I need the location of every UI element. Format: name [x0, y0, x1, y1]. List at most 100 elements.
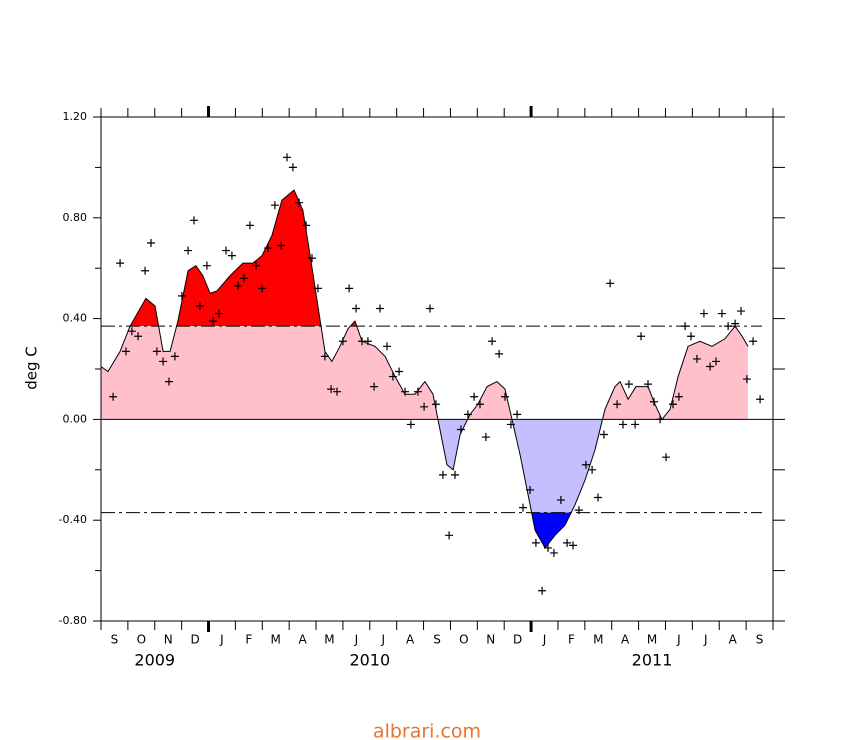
point: [240, 274, 249, 283]
area-fill-warm: [101, 326, 749, 420]
x-tick-label: A: [406, 633, 415, 647]
point: [146, 239, 155, 247]
point: [252, 261, 261, 270]
x-tick-label: D: [190, 633, 199, 647]
x-tick-label: A: [298, 633, 307, 647]
point: [692, 354, 701, 363]
point: [588, 465, 597, 474]
point: [662, 453, 671, 462]
point: [121, 347, 130, 356]
area-fill-strong-cool: [531, 512, 572, 548]
point: [619, 420, 628, 429]
y-axis-label: deg C: [23, 346, 41, 390]
point: [338, 337, 347, 346]
point: [581, 460, 590, 469]
point: [431, 400, 440, 409]
point: [127, 327, 136, 336]
point: [544, 543, 553, 552]
point: [159, 357, 168, 366]
point: [506, 420, 515, 429]
point: [395, 367, 404, 376]
point: [152, 347, 161, 356]
point: [470, 392, 479, 401]
point: [526, 485, 535, 494]
point: [699, 309, 708, 318]
x-tick-label: A: [621, 633, 630, 647]
point: [170, 352, 179, 361]
point: [594, 493, 603, 502]
point: [376, 304, 385, 313]
point: [574, 506, 583, 515]
point: [295, 198, 304, 207]
y-tick-label: -0.80: [59, 614, 87, 627]
point: [513, 410, 522, 419]
point: [706, 362, 715, 371]
x-tick-label: M: [271, 633, 281, 647]
year-label: 2010: [349, 651, 390, 670]
area-fill-strong-warm: [130, 190, 736, 327]
point: [749, 337, 758, 346]
x-tick-label: S: [111, 633, 119, 647]
point: [687, 332, 696, 341]
point: [556, 496, 565, 505]
point: [320, 352, 329, 361]
point: [756, 395, 765, 404]
x-tick-label: N: [486, 633, 495, 647]
point: [401, 387, 410, 396]
point: [177, 291, 186, 300]
area-fill-cool: [101, 419, 749, 513]
point: [563, 538, 572, 547]
y-tick-label: 0.40: [63, 312, 88, 325]
point: [463, 410, 472, 419]
point: [538, 586, 547, 595]
point: [488, 337, 497, 346]
x-tick-label: J: [703, 633, 708, 647]
point: [283, 153, 292, 162]
x-tick-label: M: [647, 633, 657, 647]
point: [445, 531, 454, 540]
point: [451, 470, 460, 479]
x-tick-label: F: [245, 633, 252, 647]
x-tick-label: M: [324, 633, 334, 647]
x-tick-label: J: [380, 633, 385, 647]
point: [327, 385, 336, 394]
x-tick-label: D: [513, 633, 522, 647]
point: [383, 342, 392, 351]
point: [209, 317, 218, 326]
point: [644, 380, 653, 389]
point: [202, 261, 211, 270]
point: [413, 387, 422, 396]
point: [569, 541, 578, 550]
point: [456, 425, 465, 434]
point: [313, 284, 322, 293]
point: [270, 201, 279, 210]
point: [495, 349, 504, 358]
x-tick-label: S: [756, 633, 764, 647]
point: [288, 163, 297, 172]
point: [215, 309, 224, 318]
point: [481, 433, 490, 442]
point: [501, 392, 510, 401]
year-label: 2009: [134, 651, 175, 670]
point: [531, 538, 540, 547]
y-tick-label: 0.00: [63, 412, 88, 425]
x-tick-label: J: [542, 633, 547, 647]
x-tick-label: O: [137, 633, 146, 647]
point: [308, 254, 317, 263]
point: [737, 307, 746, 316]
point: [406, 420, 415, 429]
point: [258, 284, 267, 293]
point: [277, 241, 286, 250]
y-tick-label: 1.20: [63, 110, 88, 123]
x-tick-label: F: [568, 633, 575, 647]
point: [333, 387, 342, 396]
point: [134, 332, 143, 341]
footer: albrari.com: [373, 721, 481, 740]
x-tick-label: S: [433, 633, 441, 647]
point: [656, 415, 665, 424]
point: [116, 259, 125, 268]
point: [681, 322, 690, 331]
y-tick-label: -0.40: [59, 513, 87, 526]
point: [184, 246, 193, 255]
point: [263, 244, 272, 253]
